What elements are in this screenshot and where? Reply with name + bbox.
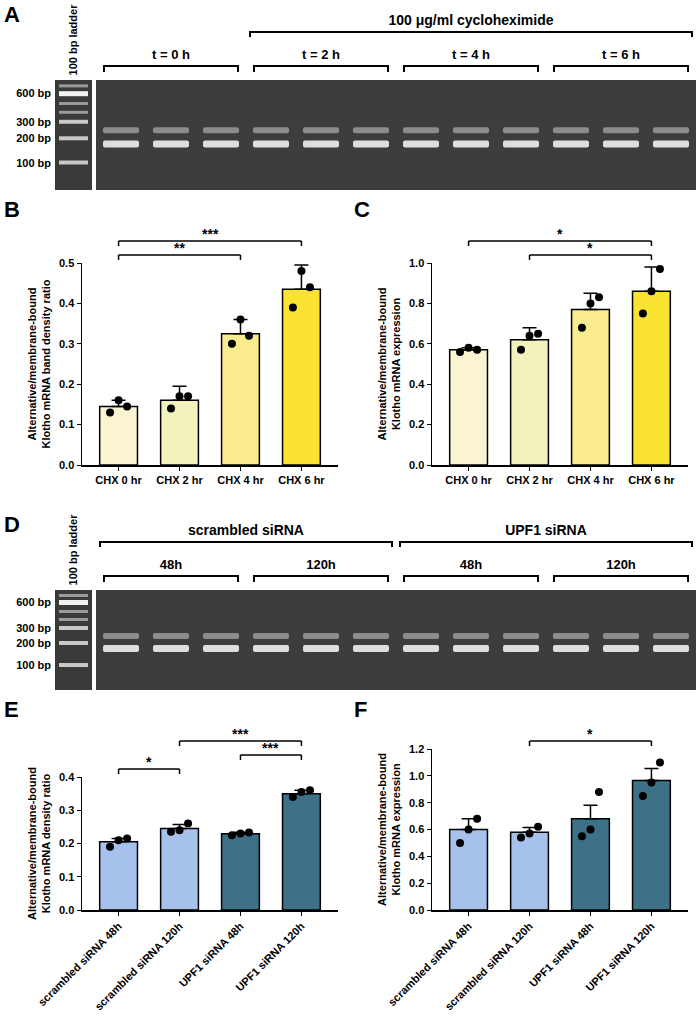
svg-text:0.1: 0.1 [59,418,74,430]
svg-text:0.3: 0.3 [59,804,74,816]
svg-text:scrambled siRNA 120h: scrambled siRNA 120h [92,920,185,1013]
svg-text:0.4: 0.4 [59,297,75,309]
svg-text:t = 2 h: t = 2 h [302,47,340,62]
svg-text:100 bp: 100 bp [16,157,51,169]
svg-text:0.6: 0.6 [409,823,424,835]
svg-text:0.4: 0.4 [59,771,75,783]
svg-text:Alternative/membrane-boundKlot: Alternative/membrane-boundKlotho mRNA de… [26,767,52,920]
svg-text:scrambled siRNA 48h: scrambled siRNA 48h [386,920,474,1008]
svg-text:0.0: 0.0 [59,904,74,916]
svg-text:scrambled siRNA 120h: scrambled siRNA 120h [442,920,535,1013]
svg-text:*: * [587,240,593,256]
svg-text:48h: 48h [460,557,482,572]
svg-text:0.4: 0.4 [409,850,425,862]
svg-text:Alternative/membrane-boundKlot: Alternative/membrane-boundKlotho mRNA ex… [376,288,402,441]
html-text:E: E [4,697,19,722]
svg-text:0.3: 0.3 [59,338,74,350]
svg-text:0.0: 0.0 [409,904,424,916]
svg-text:UPF1 siRNA: UPF1 siRNA [505,522,587,538]
svg-text:CHX 2 hr: CHX 2 hr [506,474,553,486]
svg-text:*: * [587,726,593,742]
svg-text:t = 0 h: t = 0 h [152,47,190,62]
svg-text:Alternative/membrane-boundKlot: Alternative/membrane-boundKlotho mRNA ba… [26,279,52,448]
svg-text:UPF1 siRNA 120h: UPF1 siRNA 120h [583,920,657,994]
svg-text:1.0: 1.0 [409,257,424,269]
svg-text:0.2: 0.2 [59,378,74,390]
svg-text:1.0: 1.0 [409,770,424,782]
html-text:F: F [354,697,368,722]
svg-text:CHX 4 hr: CHX 4 hr [567,474,614,486]
svg-text:CHX 6 hr: CHX 6 hr [278,474,325,486]
svg-text:scrambled siRNA 48h: scrambled siRNA 48h [36,920,124,1008]
svg-text:Alternative/membrane-boundKlot: Alternative/membrane-boundKlotho mRNA ex… [376,753,402,906]
svg-text:100 bp ladder: 100 bp ladder [67,4,79,76]
svg-text:*: * [557,226,563,242]
svg-text:**: ** [174,240,185,256]
svg-text:UPF1 siRNA 48h: UPF1 siRNA 48h [527,920,596,989]
svg-text:*: * [146,754,152,770]
svg-text:0.4: 0.4 [409,378,425,390]
html-text:C: C [354,197,370,222]
svg-text:UPF1 siRNA 48h: UPF1 siRNA 48h [177,920,246,989]
svg-text:0.0: 0.0 [409,459,424,471]
svg-text:***: *** [262,740,279,756]
svg-text:***: *** [232,726,249,742]
svg-text:CHX 6 hr: CHX 6 hr [628,474,675,486]
svg-text:UPF1 siRNA 120h: UPF1 siRNA 120h [233,920,307,994]
svg-text:100 μg/ml cycloheximide: 100 μg/ml cycloheximide [389,12,554,28]
svg-text:300 bp: 300 bp [16,116,51,128]
svg-text:100 bp ladder: 100 bp ladder [67,514,79,586]
html-text:B: B [4,197,20,222]
svg-text:0.8: 0.8 [409,797,424,809]
svg-text:48h: 48h [160,557,182,572]
svg-text:120h: 120h [306,557,336,572]
svg-text:200 bp: 200 bp [16,132,51,144]
svg-text:0.0: 0.0 [59,459,74,471]
svg-text:CHX 2 hr: CHX 2 hr [156,474,203,486]
svg-text:CHX 0 hr: CHX 0 hr [95,474,142,486]
svg-text:D: D [4,512,20,537]
svg-text:100 bp: 100 bp [16,659,51,671]
svg-text:300 bp: 300 bp [16,622,51,634]
svg-text:t = 4 h: t = 4 h [452,47,490,62]
svg-text:0.5: 0.5 [59,257,74,269]
svg-text:1.2: 1.2 [409,743,424,755]
svg-text:0.2: 0.2 [409,877,424,889]
svg-text:200 bp: 200 bp [16,637,51,649]
svg-text:0.2: 0.2 [59,837,74,849]
svg-text:CHX 4 hr: CHX 4 hr [217,474,264,486]
svg-text:0.8: 0.8 [409,297,424,309]
svg-text:0.1: 0.1 [59,871,74,883]
svg-text:600 bp: 600 bp [16,596,51,608]
svg-text:t = 6 h: t = 6 h [602,47,640,62]
svg-text:0.2: 0.2 [409,418,424,430]
svg-text:***: *** [202,226,219,242]
svg-text:A: A [4,2,20,27]
svg-text:600 bp: 600 bp [16,87,51,99]
svg-text:120h: 120h [606,557,636,572]
svg-text:CHX 0 hr: CHX 0 hr [445,474,492,486]
svg-text:scrambled siRNA: scrambled siRNA [188,522,304,538]
svg-text:0.6: 0.6 [409,338,424,350]
